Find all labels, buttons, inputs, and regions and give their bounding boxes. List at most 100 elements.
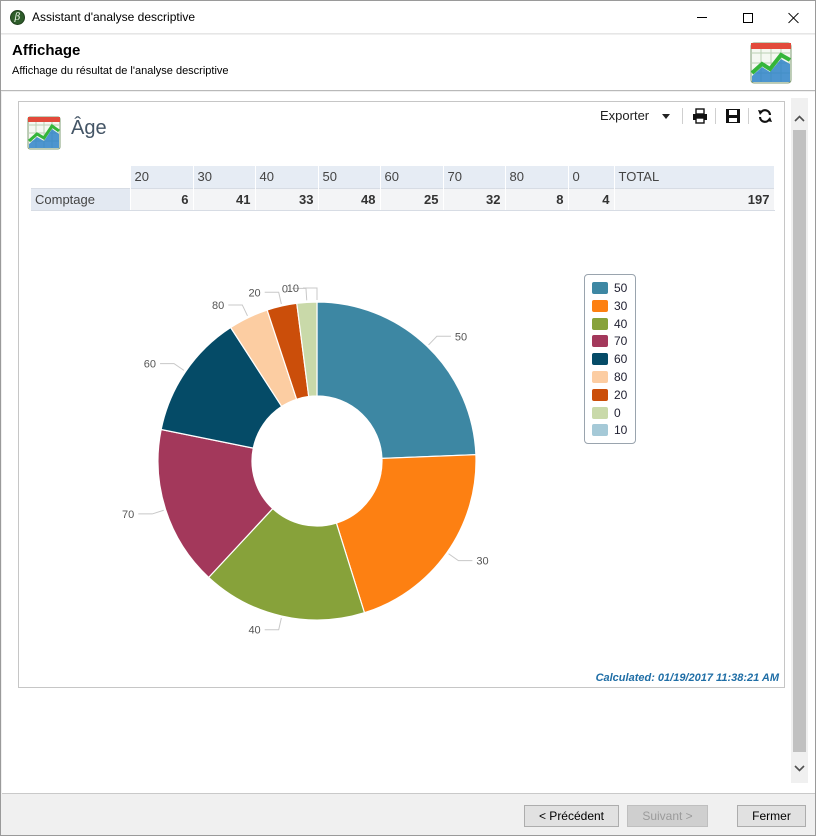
wizard-header: Affichage Affichage du résultat de l'ana… xyxy=(1,35,815,91)
window-title: Assistant d'analyse descriptive xyxy=(32,10,196,24)
header-title: Affichage xyxy=(12,42,81,59)
legend-swatch xyxy=(592,282,608,294)
scroll-down-button[interactable] xyxy=(791,760,808,777)
pie-slice-30[interactable] xyxy=(335,454,477,614)
print-icon[interactable] xyxy=(691,107,709,125)
legend-swatch xyxy=(592,406,608,419)
toolbar-separator xyxy=(682,108,683,124)
table-cell: 6 xyxy=(130,187,194,211)
slice-label: 10 xyxy=(287,283,299,295)
legend-label: 20 xyxy=(614,387,628,402)
leader-line xyxy=(428,335,451,346)
leader-line xyxy=(303,287,318,300)
table-cell: 48 xyxy=(318,187,381,211)
chart-report-icon xyxy=(27,116,61,150)
column-header: 40 xyxy=(255,166,319,188)
title-bar: β Assistant d'analyse descriptive xyxy=(1,1,815,34)
table-cell: 8 xyxy=(505,187,569,211)
maximize-icon xyxy=(743,12,753,23)
refresh-icon[interactable] xyxy=(756,107,774,125)
chart-legend: 50 30 40 70 60 80 20 0 10 xyxy=(584,274,636,444)
legend-swatch xyxy=(592,371,608,383)
minimize-button[interactable] xyxy=(679,1,725,34)
close-icon xyxy=(788,12,800,24)
legend-label: 60 xyxy=(614,352,628,367)
calculated-timestamp: Calculated: 01/19/2017 11:38:21 AM xyxy=(595,672,779,684)
table-cell: 41 xyxy=(193,187,256,211)
table-cell: 32 xyxy=(443,187,506,211)
legend-swatch xyxy=(592,335,608,348)
legend-label: 50 xyxy=(614,281,628,295)
leader-line xyxy=(264,617,282,631)
chevron-down-icon[interactable] xyxy=(662,114,670,119)
slice-label: 30 xyxy=(476,556,488,568)
minimize-icon xyxy=(697,17,707,18)
legend-label: 70 xyxy=(614,334,628,349)
table-header-row: 20 30 40 50 60 70 80 0 TOTAL xyxy=(31,166,775,188)
leader-line xyxy=(160,363,185,371)
content-area: Âge Exporter xyxy=(2,92,815,794)
panel-title: Âge xyxy=(71,117,107,139)
export-dropdown[interactable]: Exporter xyxy=(600,108,650,123)
legend-swatch xyxy=(592,388,608,401)
legend-swatch xyxy=(592,353,608,366)
column-header: 50 xyxy=(318,166,381,188)
close-window-button[interactable] xyxy=(771,1,816,34)
row-label: Comptage xyxy=(31,187,131,211)
table-corner xyxy=(31,166,131,188)
maximize-button[interactable] xyxy=(725,1,771,34)
toolbar-separator xyxy=(715,108,716,124)
column-header-total: TOTAL xyxy=(614,166,775,188)
table-cell: 33 xyxy=(255,187,319,211)
table-row: Comptage 6 41 33 48 25 32 8 4 197 xyxy=(31,187,775,211)
slice-label: 80 xyxy=(212,300,224,312)
column-header: 30 xyxy=(193,166,256,188)
wizard-footer: < Précédent Suivant > Fermer xyxy=(1,795,815,835)
slice-label: 0 xyxy=(282,283,288,295)
slice-label: 70 xyxy=(122,509,134,521)
scroll-thumb[interactable] xyxy=(793,130,806,752)
vertical-scrollbar[interactable] xyxy=(791,98,808,783)
legend-label: 80 xyxy=(614,370,628,384)
leader-line xyxy=(228,304,248,317)
toolbar-separator xyxy=(748,108,749,124)
leader-line xyxy=(138,509,164,515)
column-header: 80 xyxy=(505,166,569,188)
header-subtitle: Affichage du résultat de l'analyse descr… xyxy=(12,65,229,77)
column-header: 70 xyxy=(443,166,506,188)
legend-label: 10 xyxy=(614,423,628,438)
legend-label: 40 xyxy=(614,316,628,331)
donut-chart: 50 30 40 70 60 80 20 010 xyxy=(122,283,489,637)
slice-label: 60 xyxy=(144,359,156,371)
previous-button[interactable]: < Précédent xyxy=(524,805,619,827)
data-table: 20 30 40 50 60 70 80 0 TOTAL Comptage 6 … xyxy=(31,166,775,211)
slice-label: 20 xyxy=(248,287,260,299)
column-header: 60 xyxy=(380,166,444,188)
column-header: 20 xyxy=(130,166,194,188)
pie-slice-60[interactable] xyxy=(160,326,283,449)
analysis-panel: Âge Exporter xyxy=(18,101,785,688)
chevron-up-icon xyxy=(794,115,805,122)
legend-swatch xyxy=(592,317,608,330)
app-icon: β xyxy=(10,10,25,25)
legend-label: 0 xyxy=(614,405,621,420)
column-header: 0 xyxy=(568,166,615,188)
table-cell: 4 xyxy=(568,187,615,211)
scroll-up-button[interactable] xyxy=(791,110,808,127)
save-icon[interactable] xyxy=(724,107,742,125)
chevron-down-icon xyxy=(794,765,805,772)
table-cell-total: 197 xyxy=(614,187,775,211)
legend-swatch xyxy=(592,299,608,312)
chart-report-icon xyxy=(750,42,792,84)
pie-slice-50[interactable] xyxy=(316,301,477,460)
legend-label: 30 xyxy=(614,298,628,313)
slice-label: 50 xyxy=(455,331,467,343)
leader-line xyxy=(264,291,282,305)
pie-slice-70[interactable] xyxy=(157,428,274,579)
slice-label: 40 xyxy=(248,625,260,637)
next-button[interactable]: Suivant > xyxy=(627,805,708,827)
leader-line xyxy=(448,553,473,562)
close-button[interactable]: Fermer xyxy=(737,805,806,827)
pie-slice-0[interactable] xyxy=(296,301,318,398)
